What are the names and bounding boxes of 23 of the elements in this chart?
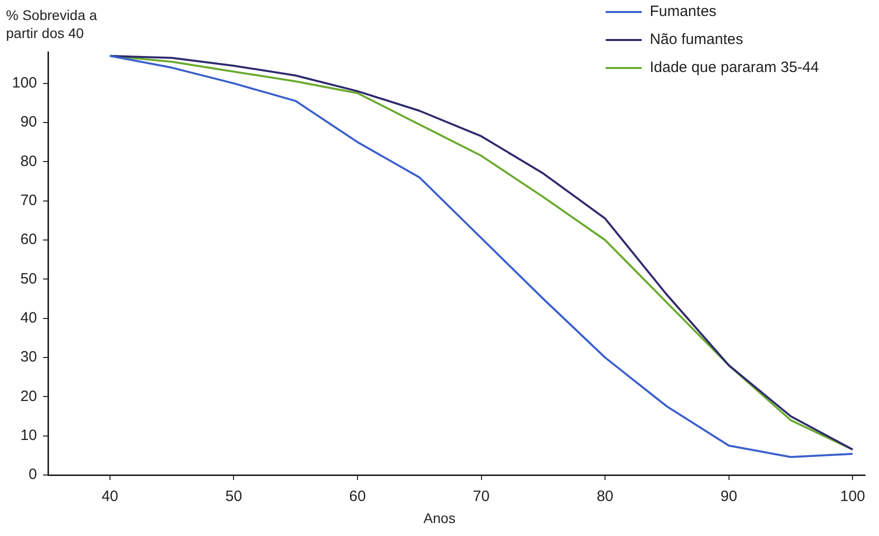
x-tick-label: 100 <box>840 488 866 506</box>
y-tick-label: 90 <box>20 114 38 131</box>
x-tick-label: 80 <box>596 488 614 506</box>
x-axis-title: Anos <box>422 510 456 526</box>
y-tick-label: 80 <box>20 152 38 170</box>
y-axis-title: % Sobrevida a partir dos 40 <box>6 6 98 42</box>
x-tick-label: 90 <box>720 488 738 506</box>
x-tick-label: 60 <box>349 488 366 506</box>
y-tick-label: 50 <box>20 270 38 288</box>
x-tick-label: 70 <box>472 488 490 506</box>
legend-label: Idade que pararam 35-44 <box>650 59 820 76</box>
y-tick-label: 30 <box>20 348 38 366</box>
y-tick-label: 10 <box>20 426 38 444</box>
y-tick-label: 0 <box>28 466 38 484</box>
y-tick-label: 100 <box>12 74 38 92</box>
legend-label: Fumantes <box>650 3 716 20</box>
legend-label: Não fumantes <box>650 31 744 48</box>
y-tick-label: 70 <box>20 192 38 209</box>
x-tick-label: 40 <box>102 488 118 506</box>
x-tick-label: 50 <box>225 488 242 506</box>
y-tick-label: 40 <box>20 309 38 326</box>
y-tick-label: 20 <box>20 388 38 405</box>
y-tick-label: 60 <box>20 231 38 248</box>
